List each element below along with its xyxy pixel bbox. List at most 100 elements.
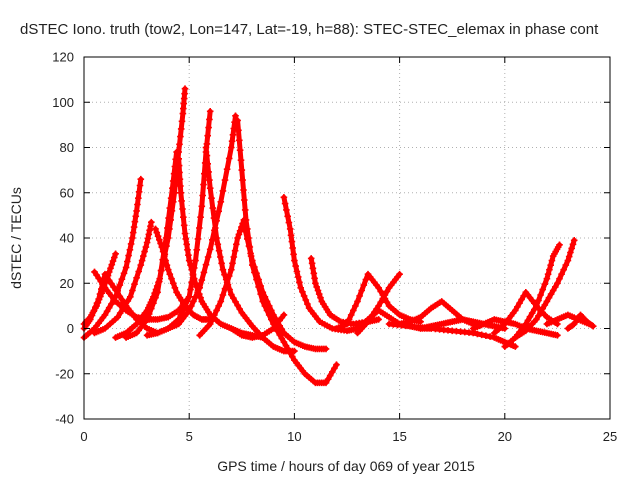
data-point	[286, 349, 294, 357]
data-point	[150, 299, 157, 307]
data-point	[352, 302, 359, 310]
data-point	[156, 278, 163, 285]
data-point	[145, 310, 153, 318]
data-point	[202, 144, 210, 151]
data-point	[141, 248, 148, 255]
data-point	[285, 219, 293, 226]
data-point	[170, 170, 178, 177]
data-point	[215, 247, 223, 254]
data-point	[206, 176, 213, 184]
data-point	[533, 316, 540, 323]
data-point	[343, 320, 351, 328]
data-point	[235, 127, 242, 134]
data-point	[299, 288, 306, 296]
data-point	[188, 302, 195, 310]
data-point	[549, 287, 557, 294]
data-point	[165, 214, 172, 222]
data-point	[122, 264, 130, 271]
data-point	[235, 231, 243, 238]
data-point	[221, 271, 228, 278]
y-tick-label: 60	[60, 185, 74, 200]
data-point	[284, 346, 292, 353]
data-point	[257, 282, 264, 290]
data-point	[202, 261, 210, 268]
data-point	[230, 253, 238, 261]
data-point	[116, 309, 124, 317]
data-point	[177, 133, 184, 140]
y-tick-label: -20	[55, 366, 74, 381]
data-point	[556, 241, 563, 249]
data-point	[241, 196, 248, 204]
data-point	[219, 266, 227, 273]
data-point	[183, 298, 191, 305]
data-point	[137, 261, 145, 269]
data-point	[209, 204, 217, 212]
data-point	[512, 343, 519, 350]
data-point	[281, 200, 289, 207]
data-point	[282, 342, 290, 349]
data-point	[187, 286, 194, 293]
data-point	[539, 286, 546, 293]
data-point	[533, 302, 540, 310]
data-point	[223, 279, 231, 286]
data-point	[263, 298, 271, 305]
data-point	[565, 253, 573, 260]
data-point	[169, 279, 177, 287]
data-point	[261, 293, 269, 301]
data-point	[293, 268, 301, 275]
data-point	[173, 148, 180, 156]
data-point	[543, 298, 551, 305]
y-axis-label: dSTEC / TECUs	[8, 187, 24, 289]
data-point	[236, 227, 244, 235]
data-point	[168, 275, 175, 282]
data-point	[539, 305, 546, 312]
data-point	[204, 253, 212, 261]
data-point	[92, 303, 99, 311]
data-point	[126, 246, 134, 254]
data-point	[239, 176, 246, 184]
data-point	[474, 330, 481, 338]
data-point	[211, 311, 218, 319]
data-point	[131, 280, 138, 288]
data-point	[175, 162, 183, 169]
data-point	[190, 264, 198, 272]
data-point	[522, 320, 530, 328]
data-point	[255, 276, 262, 283]
series-arc15	[240, 221, 330, 353]
data-point	[133, 274, 140, 282]
data-point	[290, 251, 297, 258]
data-point	[234, 117, 241, 124]
data-point	[217, 298, 225, 305]
data-point	[180, 213, 187, 221]
data-point	[278, 335, 286, 342]
axes: 0 5 10 15 20 25 -40 -20 0 20 40 60 80 100 120	[52, 50, 617, 445]
x-tick-label: 5	[186, 429, 193, 444]
data-point	[95, 295, 102, 303]
data-point	[182, 235, 190, 243]
data-point	[289, 244, 296, 252]
data-point	[112, 250, 119, 258]
data-point	[176, 175, 184, 183]
data-point	[177, 125, 185, 133]
data-point	[383, 288, 391, 295]
data-point	[238, 166, 246, 174]
data-point	[197, 213, 204, 221]
x-tick-label: 15	[392, 429, 406, 444]
series-line	[308, 255, 382, 327]
data-point	[152, 225, 159, 233]
x-axis-label: GPS time / hours of day 069 of year 2015	[217, 458, 475, 474]
data-point	[107, 265, 114, 272]
data-point	[185, 293, 193, 301]
data-point	[232, 298, 239, 306]
grid	[84, 57, 610, 419]
data-point	[175, 155, 182, 163]
y-tick-label: 100	[52, 95, 74, 110]
data-point	[137, 175, 145, 183]
data-point	[247, 250, 254, 257]
data-point	[280, 338, 288, 346]
data-point	[249, 257, 256, 264]
data-point	[146, 227, 153, 234]
data-point	[326, 372, 334, 379]
data-point	[225, 155, 233, 162]
data-point	[157, 267, 165, 274]
